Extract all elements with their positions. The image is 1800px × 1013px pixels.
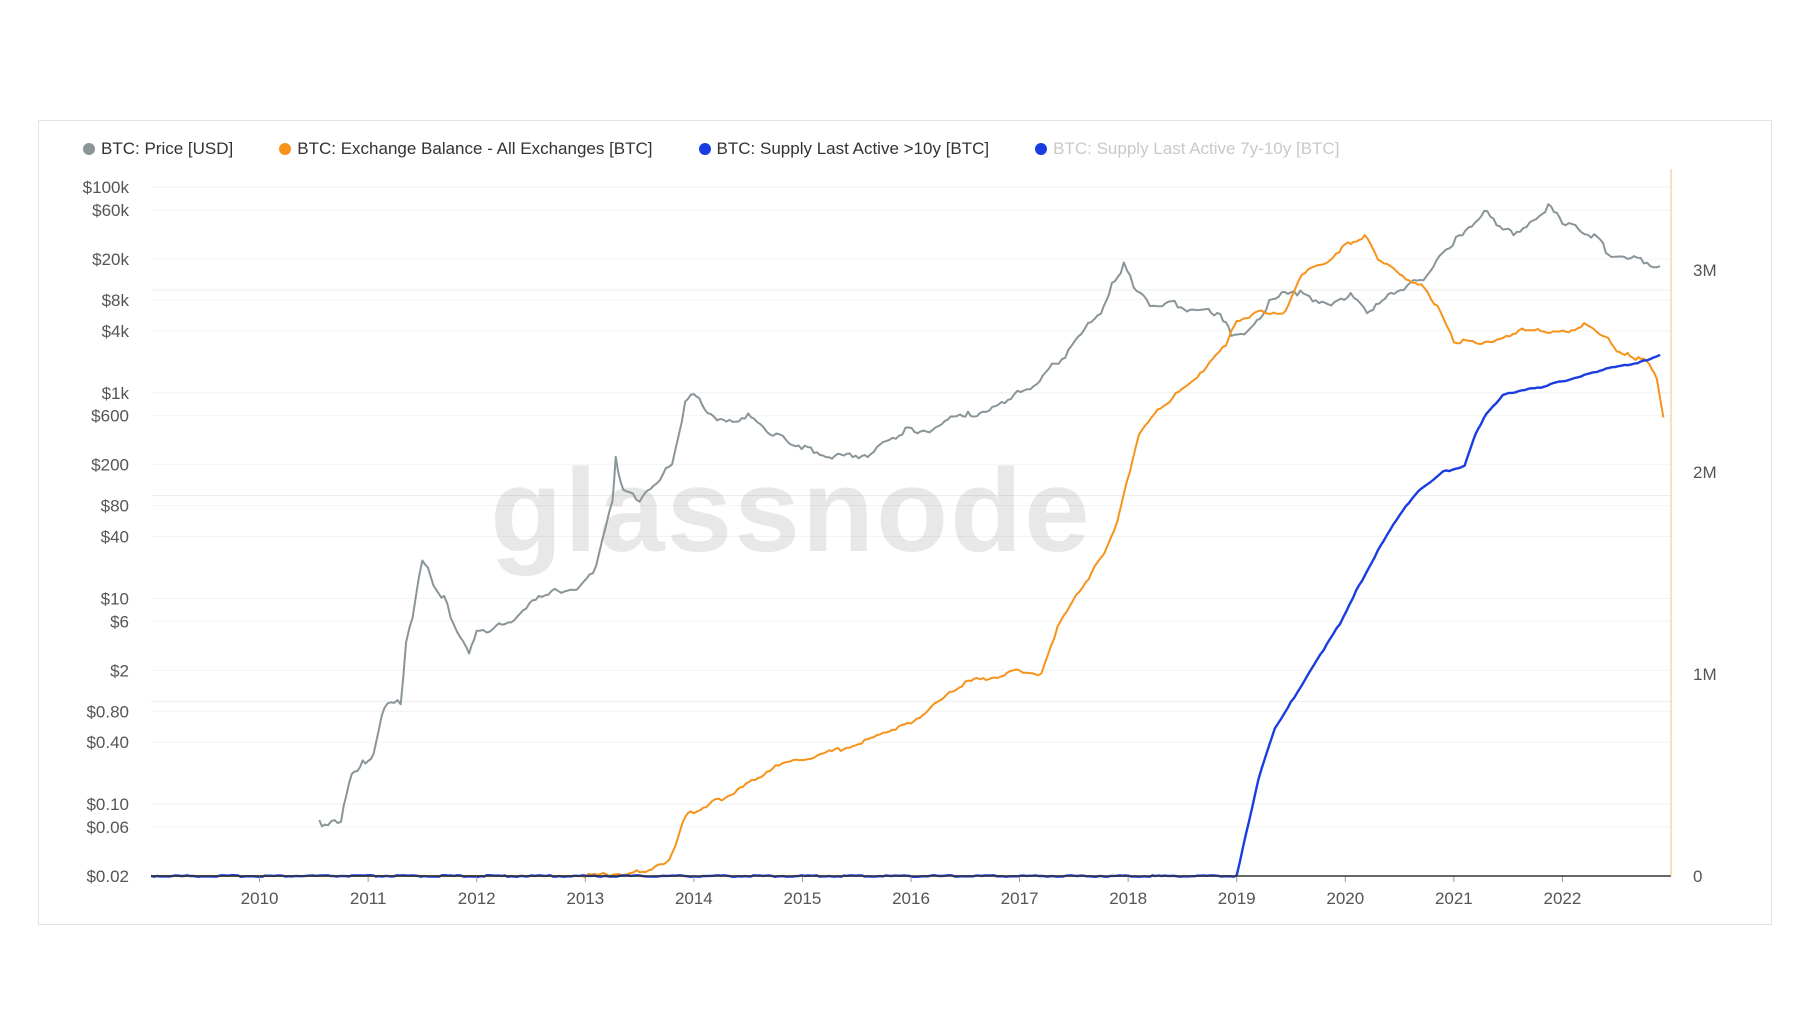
- x-tick-label: 2012: [458, 889, 496, 908]
- y-left-tick-label: $20k: [92, 250, 129, 269]
- legend-dot-supply-10y: [698, 143, 711, 155]
- y-left-tick-label: $200: [91, 456, 129, 475]
- y-left-tick-label: $0.40: [86, 733, 129, 752]
- y-left-tick-label: $10: [101, 589, 129, 608]
- y-left-tick-label: $80: [101, 497, 129, 516]
- chart-legend: BTC: Price [USD] BTC: Exchange Balance -…: [83, 139, 1339, 159]
- y-left-tick-label: $60k: [92, 201, 129, 220]
- y-right-tick-label: 1M: [1693, 665, 1717, 684]
- y-left-tick-label: $0.10: [86, 795, 129, 814]
- legend-item-supply-7y-10y[interactable]: BTC: Supply Last Active 7y-10y [BTC]: [1035, 139, 1339, 159]
- y-left-tick-label: $100k: [83, 178, 130, 197]
- chart-area: glassnode $100k $60k $20k $8k $4k $1k $600 $200…: [83, 169, 1717, 908]
- y-left-tick-label: $6: [110, 612, 129, 631]
- y-left-tick-label: $4k: [102, 322, 130, 341]
- x-tick-label: 2016: [892, 889, 930, 908]
- y-left-tick-label: $0.06: [86, 818, 129, 837]
- x-tick-label: 2013: [566, 889, 604, 908]
- y-left-tick-label: $0.80: [86, 702, 129, 721]
- axis-layer: $100k $60k $20k $8k $4k $1k $600 $200 $80 $40 $10 $…: [83, 169, 1717, 908]
- y-left-tick-label: $8k: [102, 291, 130, 310]
- legend-dot-supply-7y-10y: [1035, 143, 1048, 155]
- legend-item-supply-10y[interactable]: BTC: Supply Last Active >10y [BTC]: [698, 139, 990, 159]
- y-right-tick-label: 3M: [1693, 261, 1717, 280]
- legend-label-supply-7y-10y: BTC: Supply Last Active 7y-10y [BTC]: [1053, 139, 1340, 158]
- x-tick-label: 2021: [1435, 889, 1473, 908]
- legend-dot-exchange-balance: [279, 143, 292, 155]
- legend-item-exchange-balance[interactable]: BTC: Exchange Balance - All Exchanges [B…: [279, 139, 653, 159]
- legend-label-exchange-balance: BTC: Exchange Balance - All Exchanges [B…: [297, 139, 653, 158]
- legend-label-supply-10y: BTC: Supply Last Active >10y [BTC]: [716, 139, 990, 158]
- x-tick-label: 2019: [1218, 889, 1256, 908]
- price-line: [318, 203, 1661, 828]
- legend-dot-price: [83, 143, 95, 155]
- x-tick-label: 2020: [1326, 889, 1364, 908]
- legend-item-price[interactable]: BTC: Price [USD]: [83, 139, 233, 159]
- y-left-tick-label: $40: [101, 528, 129, 547]
- y-left-tick-label: $2: [110, 661, 129, 680]
- y-left-tick-label: $0.02: [86, 867, 129, 886]
- legend-label-price: BTC: Price [USD]: [101, 139, 234, 158]
- x-tick-label: 2017: [1001, 889, 1039, 908]
- x-tick-label: 2018: [1109, 889, 1147, 908]
- x-tick-label: 2014: [675, 889, 713, 908]
- chart-card: glassnode $100k $60k $20k $8k $4k $1k $600 $200…: [38, 120, 1772, 925]
- y-right-tick-label: 0: [1693, 867, 1702, 886]
- y-right-tick-label: 2M: [1693, 463, 1717, 482]
- x-tick-label: 2011: [350, 889, 387, 908]
- x-tick-label: 2010: [241, 889, 279, 908]
- x-tick-label: 2022: [1544, 889, 1582, 908]
- supply-10y-line: [150, 353, 1661, 878]
- x-tick-label: 2015: [784, 889, 822, 908]
- y-left-tick-label: $1k: [102, 384, 130, 403]
- watermark: glassnode: [490, 445, 1092, 577]
- y-left-tick-label: $600: [91, 407, 129, 426]
